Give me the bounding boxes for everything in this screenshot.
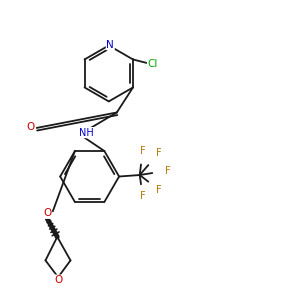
Text: F: F xyxy=(156,185,162,195)
Text: O: O xyxy=(43,208,51,218)
Text: F: F xyxy=(140,146,146,157)
Text: N: N xyxy=(106,40,114,50)
Text: F: F xyxy=(156,148,162,158)
Text: Cl: Cl xyxy=(148,59,158,69)
Text: NH: NH xyxy=(79,128,94,138)
Text: F: F xyxy=(165,166,170,176)
Text: O: O xyxy=(54,275,62,285)
Text: O: O xyxy=(27,122,35,132)
Text: F: F xyxy=(140,190,146,201)
